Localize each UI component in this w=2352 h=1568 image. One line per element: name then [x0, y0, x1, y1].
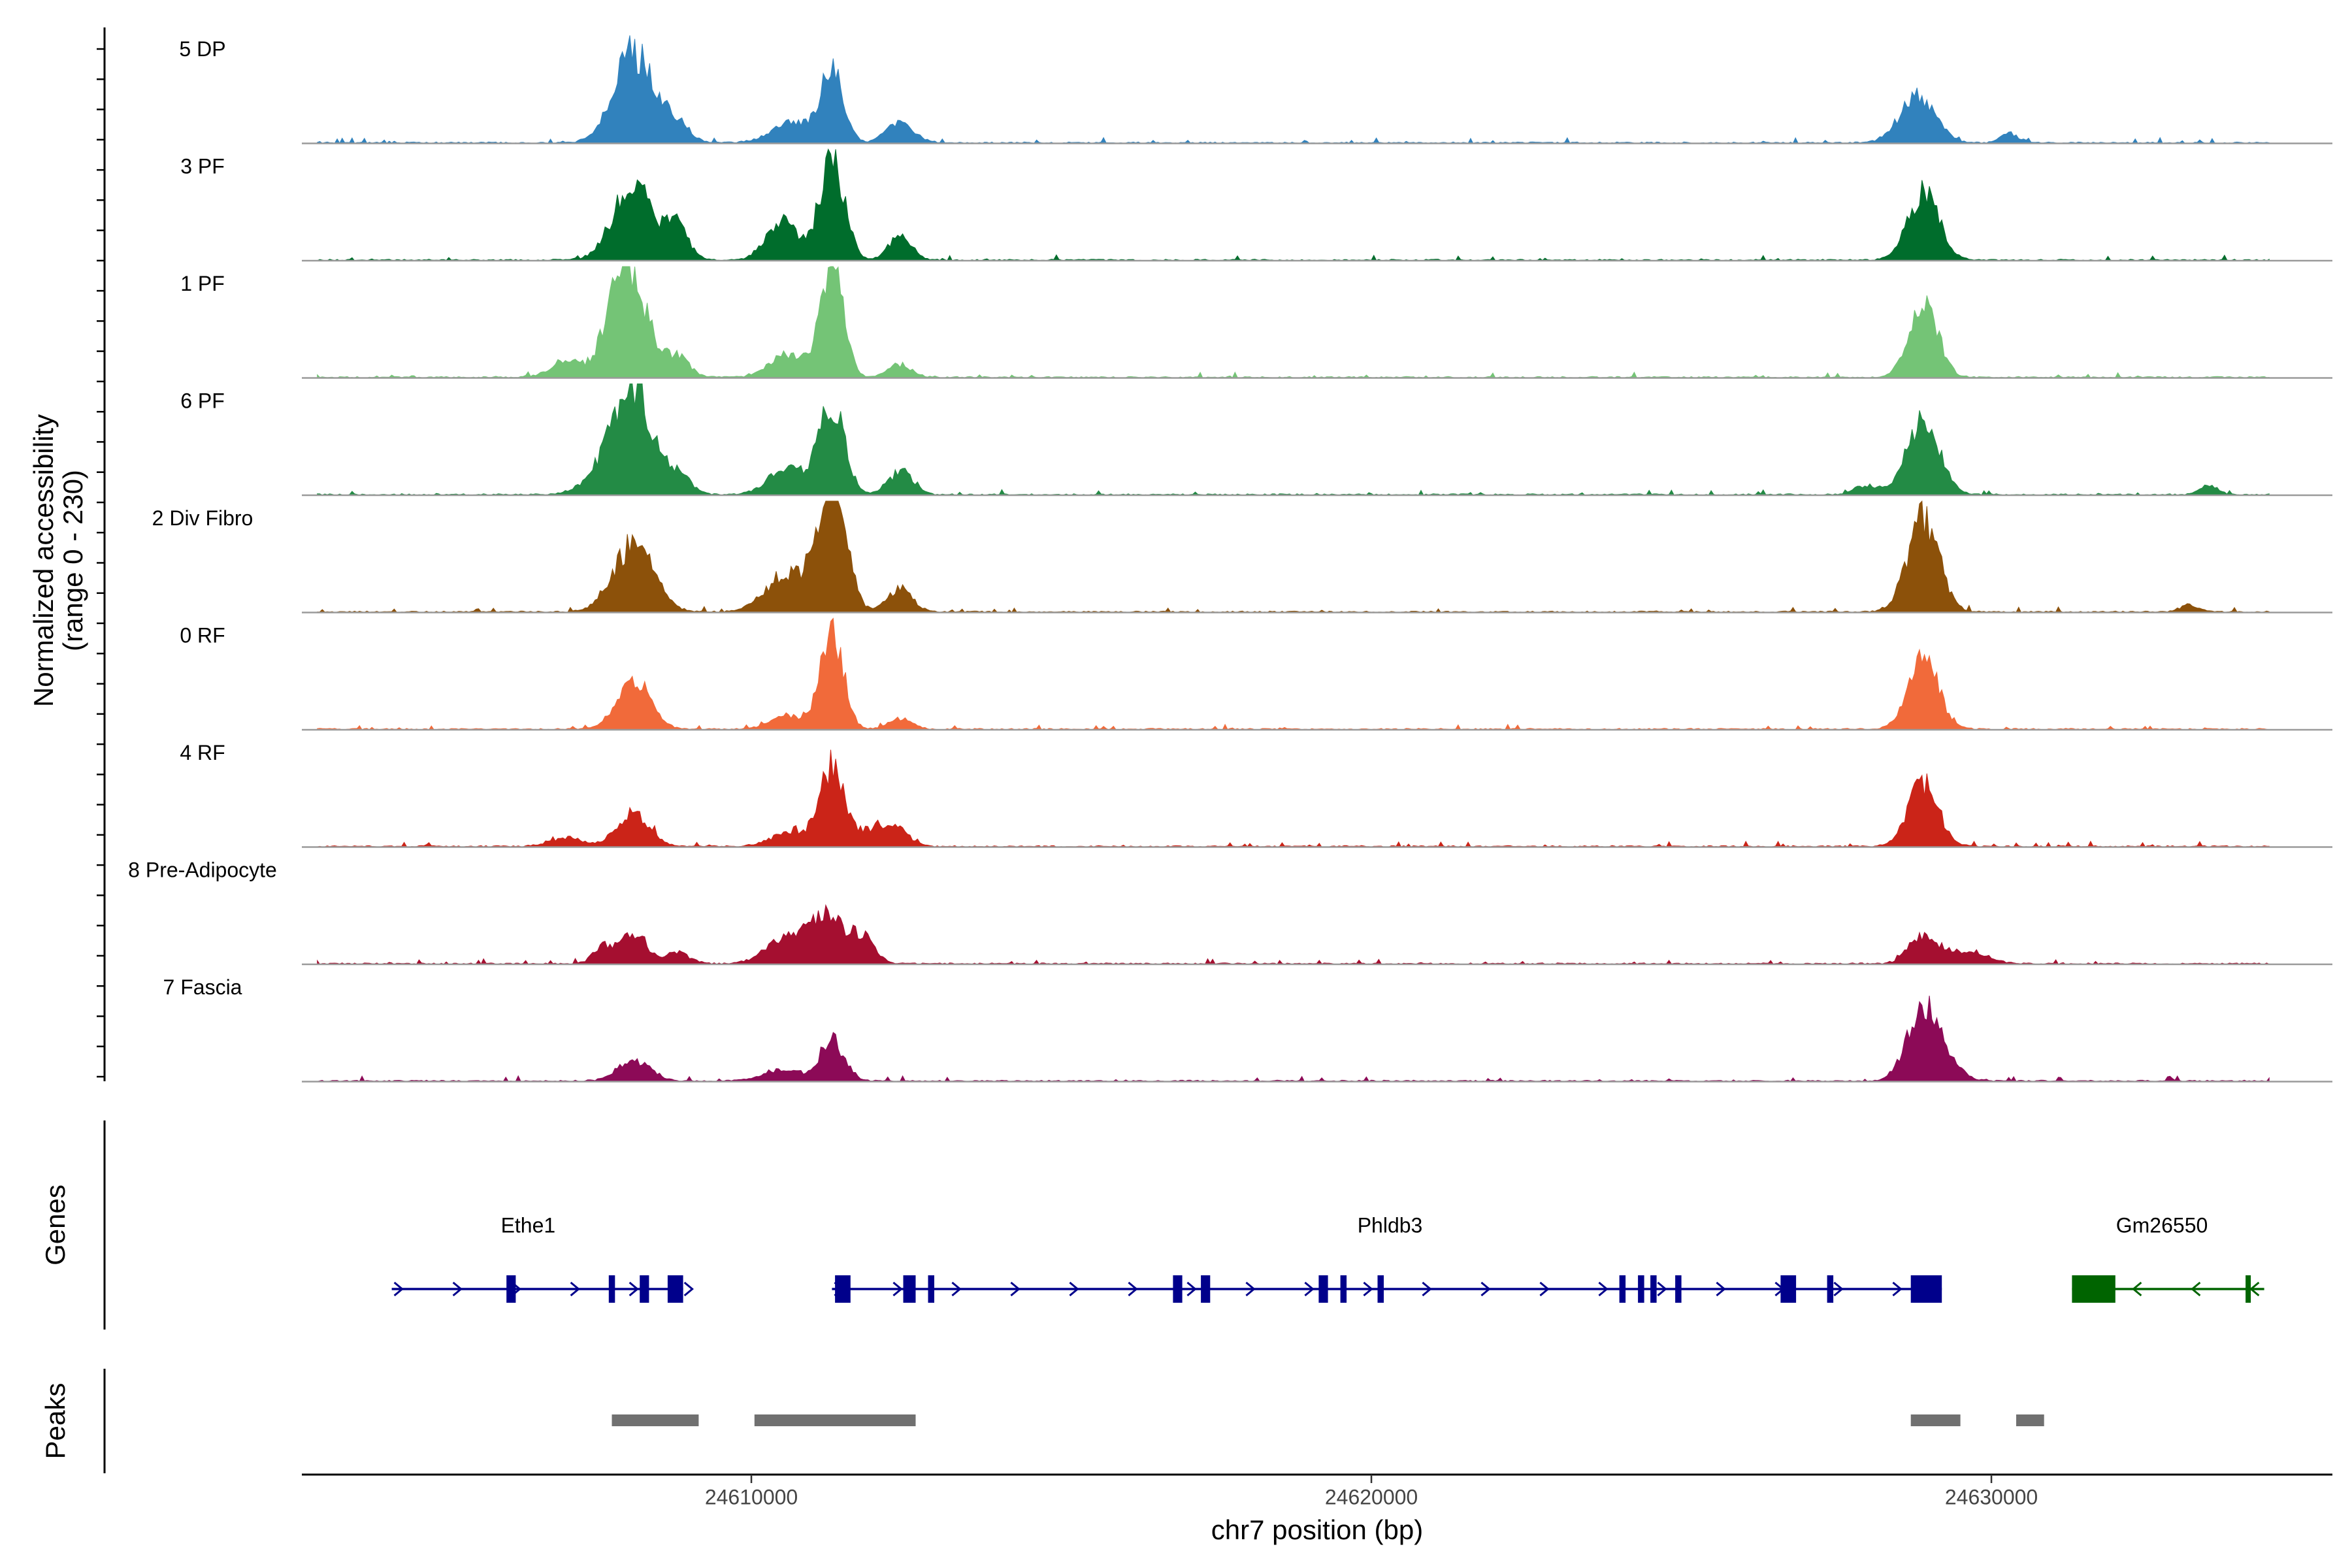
strand-arrow-ethe1 — [393, 1281, 404, 1297]
y-axis-title: Normalized accessibility — [28, 414, 59, 707]
exon-phldb3 — [1318, 1275, 1328, 1303]
peak-region — [2016, 1414, 2044, 1426]
peaks-panel-title: Peaks — [40, 1383, 71, 1460]
strand-arrow-phldb3 — [1892, 1281, 1903, 1297]
track-label-0-rf: 0 RF — [180, 623, 225, 647]
gene-label-gm26550: Gm26550 — [2116, 1213, 2208, 1237]
genes-panel-title: Genes — [40, 1184, 71, 1266]
strand-arrow-phldb3 — [1598, 1281, 1609, 1297]
track-6-pf: 6 PF — [180, 384, 2332, 497]
track-1-pf: 1 PF — [180, 266, 2332, 379]
exon-phldb3 — [928, 1275, 934, 1303]
strand-arrow-ethe1 — [452, 1281, 463, 1297]
track-label-2-div-fibro: 2 Div Fibro — [152, 506, 253, 530]
coverage-area-2-div-fibro — [317, 500, 2270, 613]
strand-arrow-ethe1 — [683, 1281, 694, 1297]
exon-phldb3 — [1201, 1275, 1211, 1303]
gene-gm26550: Gm26550 — [2072, 1213, 2264, 1303]
exon-phldb3 — [1173, 1275, 1183, 1303]
track-label-4-rf: 4 RF — [180, 741, 225, 764]
strand-arrow-gm26550 — [2132, 1281, 2142, 1297]
track-label-8-pre-adipocyte: 8 Pre-Adipocyte — [128, 858, 277, 881]
strand-arrow-phldb3 — [1186, 1281, 1197, 1297]
strand-arrow-phldb3 — [1304, 1281, 1315, 1297]
exon-phldb3 — [835, 1275, 851, 1303]
x-tick-label: 24630000 — [1945, 1485, 2038, 1509]
strand-arrow-phldb3 — [951, 1281, 962, 1297]
x-axis: 24610000 24620000 24630000 chr7 position (b… — [302, 1473, 2332, 1545]
coverage-area-4-rf — [317, 749, 2270, 848]
track-3-pf: 3 PF — [180, 148, 2332, 262]
strand-arrow-phldb3 — [1363, 1281, 1373, 1297]
strand-arrow-phldb3 — [1480, 1281, 1491, 1297]
x-axis-title: chr7 position (bp) — [1211, 1514, 1424, 1545]
exon-phldb3 — [1650, 1275, 1657, 1303]
peaks-panel: Peaks — [40, 1369, 2044, 1473]
peak-region — [612, 1414, 699, 1426]
gene-ethe1: Ethe1 — [391, 1213, 694, 1303]
y-axis-range: (range 0 - 230) — [57, 470, 88, 651]
peak-region — [754, 1414, 916, 1426]
gene-label-ethe1: Ethe1 — [501, 1213, 556, 1237]
track-8-pre-adipocyte: 8 Pre-Adipocyte — [128, 858, 2332, 966]
coverage-area-8-pre-adipocyte — [317, 904, 2270, 965]
gene-label-phldb3: Phldb3 — [1358, 1213, 1423, 1237]
strand-arrow-gm26550 — [2191, 1281, 2201, 1297]
track-5-dp: 5 DP — [179, 35, 2332, 144]
gene-phldb3: Phldb3 — [832, 1213, 1942, 1303]
exon-phldb3 — [1619, 1275, 1626, 1303]
strand-arrow-phldb3 — [1716, 1281, 1726, 1297]
x-tick-label: 24620000 — [1325, 1485, 1418, 1509]
exon-phldb3 — [903, 1275, 916, 1303]
track-7-fascia: 7 Fascia — [163, 975, 2332, 1083]
coverage-area-1-pf — [317, 266, 2270, 379]
track-label-6-pf: 6 PF — [180, 389, 225, 412]
coverage-area-6-pf — [317, 384, 2270, 496]
strand-arrow-phldb3 — [1069, 1281, 1079, 1297]
coverage-area-3-pf — [317, 148, 2270, 261]
coverage-tracks: 5 DP 3 PF 1 PF 6 PF 2 Div Fibro 0 RF 4 RF 8 Pre… — [128, 35, 2332, 1083]
strand-arrow-phldb3 — [1657, 1281, 1667, 1297]
strand-arrow-phldb3 — [1245, 1281, 1256, 1297]
x-tick-label: 24610000 — [705, 1485, 798, 1509]
coverage-area-5-dp — [317, 35, 2270, 144]
coverage-area-0-rf — [317, 617, 2270, 730]
exon-phldb3 — [1377, 1275, 1384, 1303]
strand-arrow-phldb3 — [1539, 1281, 1550, 1297]
exon-ethe1 — [608, 1275, 615, 1303]
exon-phldb3 — [1340, 1275, 1347, 1303]
exon-ethe1 — [640, 1275, 649, 1303]
exon-phldb3 — [1910, 1275, 1942, 1303]
track-label-1-pf: 1 PF — [180, 272, 225, 295]
exon-gm26550 — [2072, 1275, 2115, 1303]
track-label-7-fascia: 7 Fascia — [163, 975, 242, 999]
track-0-rf: 0 RF — [180, 617, 2332, 731]
exon-phldb3 — [1827, 1275, 1834, 1303]
exon-phldb3 — [1675, 1275, 1682, 1303]
strand-arrow-phldb3 — [1833, 1281, 1844, 1297]
exon-ethe1 — [506, 1275, 516, 1303]
strand-arrow-phldb3 — [1128, 1281, 1138, 1297]
strand-arrow-phldb3 — [892, 1281, 903, 1297]
strand-arrow-ethe1 — [570, 1281, 580, 1297]
track-label-3-pf: 3 PF — [180, 154, 225, 178]
track-2-div-fibro: 2 Div Fibro — [152, 500, 2332, 613]
coverage-area-7-fascia — [317, 995, 2270, 1083]
exon-ethe1 — [667, 1275, 683, 1303]
genes-panel: Genes Ethe1 Phldb3 Gm26550 — [40, 1120, 2264, 1330]
track-4-rf: 4 RF — [180, 741, 2332, 848]
exon-phldb3 — [1780, 1275, 1797, 1303]
strand-arrow-phldb3 — [1422, 1281, 1432, 1297]
strand-arrow-gm26550 — [2249, 1281, 2260, 1297]
strand-arrow-ethe1 — [629, 1281, 639, 1297]
strand-arrow-phldb3 — [1010, 1281, 1021, 1297]
peak-region — [1910, 1414, 1961, 1426]
track-label-5-dp: 5 DP — [179, 37, 225, 61]
exon-phldb3 — [1638, 1275, 1644, 1303]
y-axis: Normalized accessibility(range 0 - 230) — [28, 27, 106, 1081]
exon-gm26550 — [2246, 1275, 2251, 1303]
